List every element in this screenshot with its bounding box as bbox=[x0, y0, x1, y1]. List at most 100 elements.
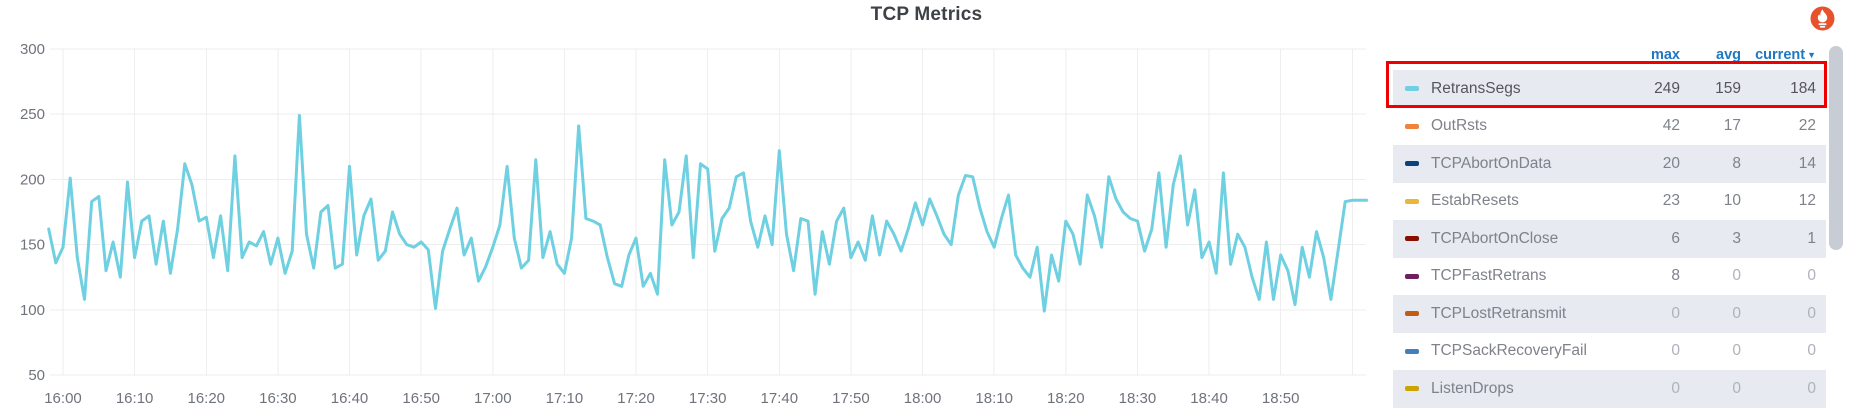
legend-value-current: 0 bbox=[1807, 304, 1816, 322]
series-label[interactable]: TCPAbortOnClose bbox=[1431, 229, 1559, 247]
series-line-RetransSegs bbox=[47, 114, 1369, 313]
chart-plot-area[interactable] bbox=[50, 49, 1366, 375]
time-series-chart[interactable]: 50 100 150 200 250 300 16:00 16:10 16:20 16:30 16:… bbox=[0, 0, 1386, 417]
legend-value-avg: 0 bbox=[1732, 379, 1741, 397]
legend-scrollbar-thumb[interactable] bbox=[1829, 46, 1843, 250]
legend-rows: RetransSegs 249 159 184 OutRsts 42 17 22 TCPAbor… bbox=[1393, 70, 1826, 408]
x-tick-label: 16:10 bbox=[116, 390, 154, 407]
legend-value-avg: 0 bbox=[1732, 304, 1741, 322]
legend-value-current: 0 bbox=[1807, 342, 1816, 360]
x-tick-label: 16:00 bbox=[44, 390, 82, 407]
legend-table: max avg current ▼ RetransSegs 249 159 184 Out… bbox=[1393, 42, 1826, 408]
y-tick-label: 150 bbox=[20, 237, 45, 254]
series-label[interactable]: OutRsts bbox=[1431, 117, 1487, 135]
series-label[interactable]: TCPFastRetrans bbox=[1431, 267, 1547, 285]
series-color-swatch[interactable] bbox=[1405, 273, 1419, 279]
series-color-swatch[interactable] bbox=[1405, 348, 1419, 354]
series-color-swatch[interactable] bbox=[1405, 161, 1419, 167]
x-tick-label: 17:10 bbox=[546, 390, 584, 407]
legend-row[interactable]: ListenDrops 0 0 0 bbox=[1393, 370, 1826, 408]
series-label[interactable]: EstabResets bbox=[1431, 192, 1519, 210]
series-color-swatch[interactable] bbox=[1405, 198, 1419, 204]
legend-value-current: 12 bbox=[1798, 192, 1816, 210]
series-name-cell: TCPSackRecoveryFail bbox=[1405, 342, 1619, 360]
legend-value-avg: 159 bbox=[1715, 79, 1741, 97]
x-tick-label: 18:20 bbox=[1047, 390, 1085, 407]
series-name-cell: TCPFastRetrans bbox=[1405, 267, 1619, 285]
legend-value-max: 0 bbox=[1671, 304, 1680, 322]
series-label[interactable]: ListenDrops bbox=[1431, 379, 1514, 397]
panel-title: TCP Metrics bbox=[870, 4, 983, 25]
legend-value-current: 14 bbox=[1798, 154, 1816, 172]
x-tick-label: 18:40 bbox=[1190, 390, 1228, 407]
series-color-swatch[interactable] bbox=[1405, 311, 1419, 317]
legend-value-max: 249 bbox=[1654, 79, 1680, 97]
x-tick-label: 17:40 bbox=[761, 390, 799, 407]
x-tick-label: 17:30 bbox=[689, 390, 727, 407]
legend-row[interactable]: EstabResets 23 10 12 bbox=[1393, 183, 1826, 221]
legend-row[interactable]: TCPLostRetransmit 0 0 0 bbox=[1393, 295, 1826, 333]
series-label[interactable]: TCPSackRecoveryFail bbox=[1431, 342, 1587, 360]
x-tick-label: 18:50 bbox=[1262, 390, 1300, 407]
legend-value-avg: 3 bbox=[1732, 229, 1741, 247]
legend-value-max: 23 bbox=[1662, 192, 1680, 210]
prometheus-flame-icon bbox=[1810, 6, 1835, 31]
series-color-swatch[interactable] bbox=[1405, 86, 1419, 92]
legend-value-current: 0 bbox=[1807, 379, 1816, 397]
legend-value-max: 8 bbox=[1671, 267, 1680, 285]
series-name-cell: TCPAbortOnData bbox=[1405, 155, 1619, 173]
legend-value-avg: 10 bbox=[1723, 192, 1741, 210]
legend-row[interactable]: TCPFastRetrans 8 0 0 bbox=[1393, 258, 1826, 296]
series-name-cell: ListenDrops bbox=[1405, 380, 1619, 398]
series-name-cell: TCPLostRetransmit bbox=[1405, 305, 1619, 323]
legend-value-max: 6 bbox=[1671, 229, 1680, 247]
legend-value-current: 184 bbox=[1790, 79, 1816, 97]
x-tick-label: 17:00 bbox=[474, 390, 512, 407]
series-label[interactable]: RetransSegs bbox=[1431, 79, 1521, 97]
legend-value-avg: 17 bbox=[1723, 117, 1741, 135]
x-tick-label: 16:50 bbox=[402, 390, 440, 407]
legend-sort-current[interactable]: current ▼ bbox=[1741, 47, 1816, 63]
x-tick-label: 16:40 bbox=[331, 390, 369, 407]
sort-descending-icon: ▼ bbox=[1807, 50, 1816, 60]
y-tick-label: 200 bbox=[20, 171, 45, 188]
x-tick-label: 16:20 bbox=[187, 390, 225, 407]
series-color-swatch[interactable] bbox=[1405, 236, 1419, 242]
series-color-swatch[interactable] bbox=[1405, 123, 1419, 129]
legend-row[interactable]: RetransSegs 249 159 184 bbox=[1393, 70, 1826, 108]
x-tick-label: 18:00 bbox=[904, 390, 942, 407]
prometheus-datasource-icon[interactable] bbox=[1810, 6, 1835, 31]
y-tick-label: 100 bbox=[20, 302, 45, 319]
x-tick-label: 17:50 bbox=[832, 390, 870, 407]
legend-row[interactable]: OutRsts 42 17 22 bbox=[1393, 108, 1826, 146]
legend-row[interactable]: TCPAbortOnClose 6 3 1 bbox=[1393, 220, 1826, 258]
legend-row[interactable]: TCPSackRecoveryFail 0 0 0 bbox=[1393, 333, 1826, 371]
legend-value-current: 1 bbox=[1807, 229, 1816, 247]
legend-sort-max[interactable]: max bbox=[1650, 47, 1680, 63]
y-tick-label: 250 bbox=[20, 106, 45, 123]
legend-sort-avg[interactable]: avg bbox=[1716, 47, 1741, 63]
legend-value-avg: 8 bbox=[1732, 154, 1741, 172]
legend-value-max: 0 bbox=[1671, 342, 1680, 360]
legend-value-max: 0 bbox=[1671, 379, 1680, 397]
series-label[interactable]: TCPLostRetransmit bbox=[1431, 304, 1567, 322]
x-tick-label: 18:30 bbox=[1119, 390, 1157, 407]
legend-value-current: 22 bbox=[1798, 117, 1816, 135]
legend-header: max avg current ▼ bbox=[1393, 42, 1826, 68]
legend-value-avg: 0 bbox=[1732, 267, 1741, 285]
legend-value-avg: 0 bbox=[1732, 342, 1741, 360]
series-name-cell: TCPAbortOnClose bbox=[1405, 230, 1619, 248]
legend-sort-current-label: current bbox=[1755, 47, 1806, 63]
series-name-cell: EstabResets bbox=[1405, 192, 1619, 210]
series-name-cell: OutRsts bbox=[1405, 117, 1619, 135]
y-tick-label: 50 bbox=[28, 367, 45, 384]
legend-value-max: 20 bbox=[1662, 154, 1680, 172]
series-color-swatch[interactable] bbox=[1405, 386, 1419, 392]
x-tick-label: 18:10 bbox=[975, 390, 1013, 407]
legend-value-current: 0 bbox=[1807, 267, 1816, 285]
series-label[interactable]: TCPAbortOnData bbox=[1431, 154, 1552, 172]
legend-value-max: 42 bbox=[1662, 117, 1680, 135]
legend-row[interactable]: TCPAbortOnData 20 8 14 bbox=[1393, 145, 1826, 183]
series-name-cell: RetransSegs bbox=[1405, 80, 1619, 98]
